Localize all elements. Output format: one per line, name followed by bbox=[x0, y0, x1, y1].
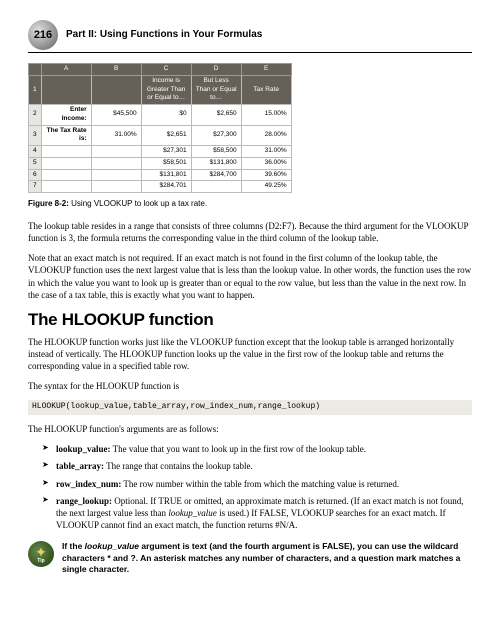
section-heading-hlookup: The HLOOKUP function bbox=[28, 309, 472, 332]
arg-desc: The value that you want to look up in th… bbox=[111, 444, 367, 454]
arg-row-index-num: row_index_num: The row number within the… bbox=[46, 478, 472, 490]
tip-icon: ✦ Tip bbox=[28, 541, 54, 567]
page-header: 216 Part II: Using Functions in Your For… bbox=[28, 20, 472, 53]
row-hdr: 3 bbox=[29, 125, 42, 146]
vlookup-example-table: A B C D E 1 Income is Greater Than or Eq… bbox=[28, 63, 292, 193]
cell bbox=[91, 75, 141, 104]
body-paragraph-5: The HLOOKUP function's arguments are as … bbox=[28, 423, 472, 435]
cell: 31.00% bbox=[241, 146, 291, 158]
arg-desc: The range that contains the lookup table… bbox=[104, 461, 253, 471]
cell: $131,800 bbox=[191, 157, 241, 169]
arg-term: range_lookup: bbox=[56, 496, 112, 506]
column-header-row: A B C D E bbox=[29, 64, 292, 76]
figure-caption: Figure 8-2: Using VLOOKUP to look up a t… bbox=[28, 199, 472, 210]
cell: $131,801 bbox=[141, 169, 191, 181]
cell: $45,500 bbox=[91, 105, 141, 126]
cell bbox=[41, 157, 91, 169]
arg-desc: The row number within the table from whi… bbox=[121, 479, 399, 489]
cell: 28.00% bbox=[241, 125, 291, 146]
part-title: Part II: Using Functions in Your Formula… bbox=[66, 28, 262, 42]
col-head-a: A bbox=[41, 64, 91, 76]
table-row: 2 Enter Income: $45,500 $0 $2,650 15.00% bbox=[29, 105, 292, 126]
cell bbox=[91, 181, 141, 193]
row-hdr: 5 bbox=[29, 157, 42, 169]
cell: 36.00% bbox=[241, 157, 291, 169]
cell: $0 bbox=[141, 105, 191, 126]
body-paragraph-2: Note that an exact match is not required… bbox=[28, 252, 472, 301]
figure-label: Figure 8-2: bbox=[28, 199, 69, 208]
arg-term: table_array: bbox=[56, 461, 104, 471]
row-hdr: 7 bbox=[29, 181, 42, 193]
col-head-b: B bbox=[91, 64, 141, 76]
cell: But Less Than or Equal to… bbox=[191, 75, 241, 104]
inner-header-row: 1 Income is Greater Than or Equal to… Bu… bbox=[29, 75, 292, 104]
col-head-d: D bbox=[191, 64, 241, 76]
body-paragraph-4: The syntax for the HLOOKUP function is bbox=[28, 380, 472, 392]
arg-lookup-value: lookup_value: The value that you want to… bbox=[46, 443, 472, 455]
cell: $2,651 bbox=[141, 125, 191, 146]
body-paragraph-3: The HLOOKUP function works just like the… bbox=[28, 336, 472, 372]
cell: $58,500 bbox=[191, 146, 241, 158]
cell bbox=[91, 169, 141, 181]
row-hdr-1: 1 bbox=[29, 75, 42, 104]
cell: $27,301 bbox=[141, 146, 191, 158]
row-hdr: 2 bbox=[29, 105, 42, 126]
arg-italic: lookup_value bbox=[168, 508, 217, 518]
cell bbox=[41, 181, 91, 193]
cell: 49.25% bbox=[241, 181, 291, 193]
cell: $58,501 bbox=[141, 157, 191, 169]
table-row: 4 $27,301 $58,500 31.00% bbox=[29, 146, 292, 158]
cell bbox=[41, 146, 91, 158]
syntax-code: HLOOKUP(lookup_value,table_array,row_ind… bbox=[28, 400, 472, 415]
arg-term: lookup_value: bbox=[56, 444, 111, 454]
cell: $284,700 bbox=[191, 169, 241, 181]
cell: $27,300 bbox=[191, 125, 241, 146]
cell: 31.00% bbox=[91, 125, 141, 146]
cell: $284,701 bbox=[141, 181, 191, 193]
tip-callout: ✦ Tip If the lookup_value argument is te… bbox=[28, 541, 472, 575]
tip-italic: lookup_value bbox=[85, 541, 139, 551]
table-row: 5 $58,501 $131,800 36.00% bbox=[29, 157, 292, 169]
cell bbox=[91, 146, 141, 158]
table-row: 6 $131,801 $284,700 39.60% bbox=[29, 169, 292, 181]
tip-label: Tip bbox=[37, 558, 44, 565]
cell-label: The Tax Rate is: bbox=[41, 125, 91, 146]
arg-term: row_index_num: bbox=[56, 479, 121, 489]
cell: 39.60% bbox=[241, 169, 291, 181]
col-head-e: E bbox=[241, 64, 291, 76]
col-head-blank bbox=[29, 64, 42, 76]
row-hdr: 6 bbox=[29, 169, 42, 181]
arg-table-array: table_array: The range that contains the… bbox=[46, 460, 472, 472]
cell: Income is Greater Than or Equal to… bbox=[141, 75, 191, 104]
body-paragraph-1: The lookup table resides in a range that… bbox=[28, 220, 472, 244]
cell: 15.00% bbox=[241, 105, 291, 126]
table-row: 7 $284,701 49.25% bbox=[29, 181, 292, 193]
tip-text: If the lookup_value argument is text (an… bbox=[62, 541, 472, 575]
cell bbox=[41, 169, 91, 181]
cell bbox=[91, 157, 141, 169]
cell: Tax Rate bbox=[241, 75, 291, 104]
cell bbox=[41, 75, 91, 104]
argument-list: lookup_value: The value that you want to… bbox=[28, 443, 472, 531]
cell bbox=[191, 181, 241, 193]
row-hdr: 4 bbox=[29, 146, 42, 158]
arg-range-lookup: range_lookup: Optional. If TRUE or omitt… bbox=[46, 495, 472, 531]
col-head-c: C bbox=[141, 64, 191, 76]
cell-label: Enter Income: bbox=[41, 105, 91, 126]
page-number-badge: 216 bbox=[28, 20, 58, 50]
tip-pre: If the bbox=[62, 541, 85, 551]
cell: $2,650 bbox=[191, 105, 241, 126]
table-row: 3 The Tax Rate is: 31.00% $2,651 $27,300… bbox=[29, 125, 292, 146]
figure-text: Using VLOOKUP to look up a tax rate. bbox=[71, 199, 207, 208]
